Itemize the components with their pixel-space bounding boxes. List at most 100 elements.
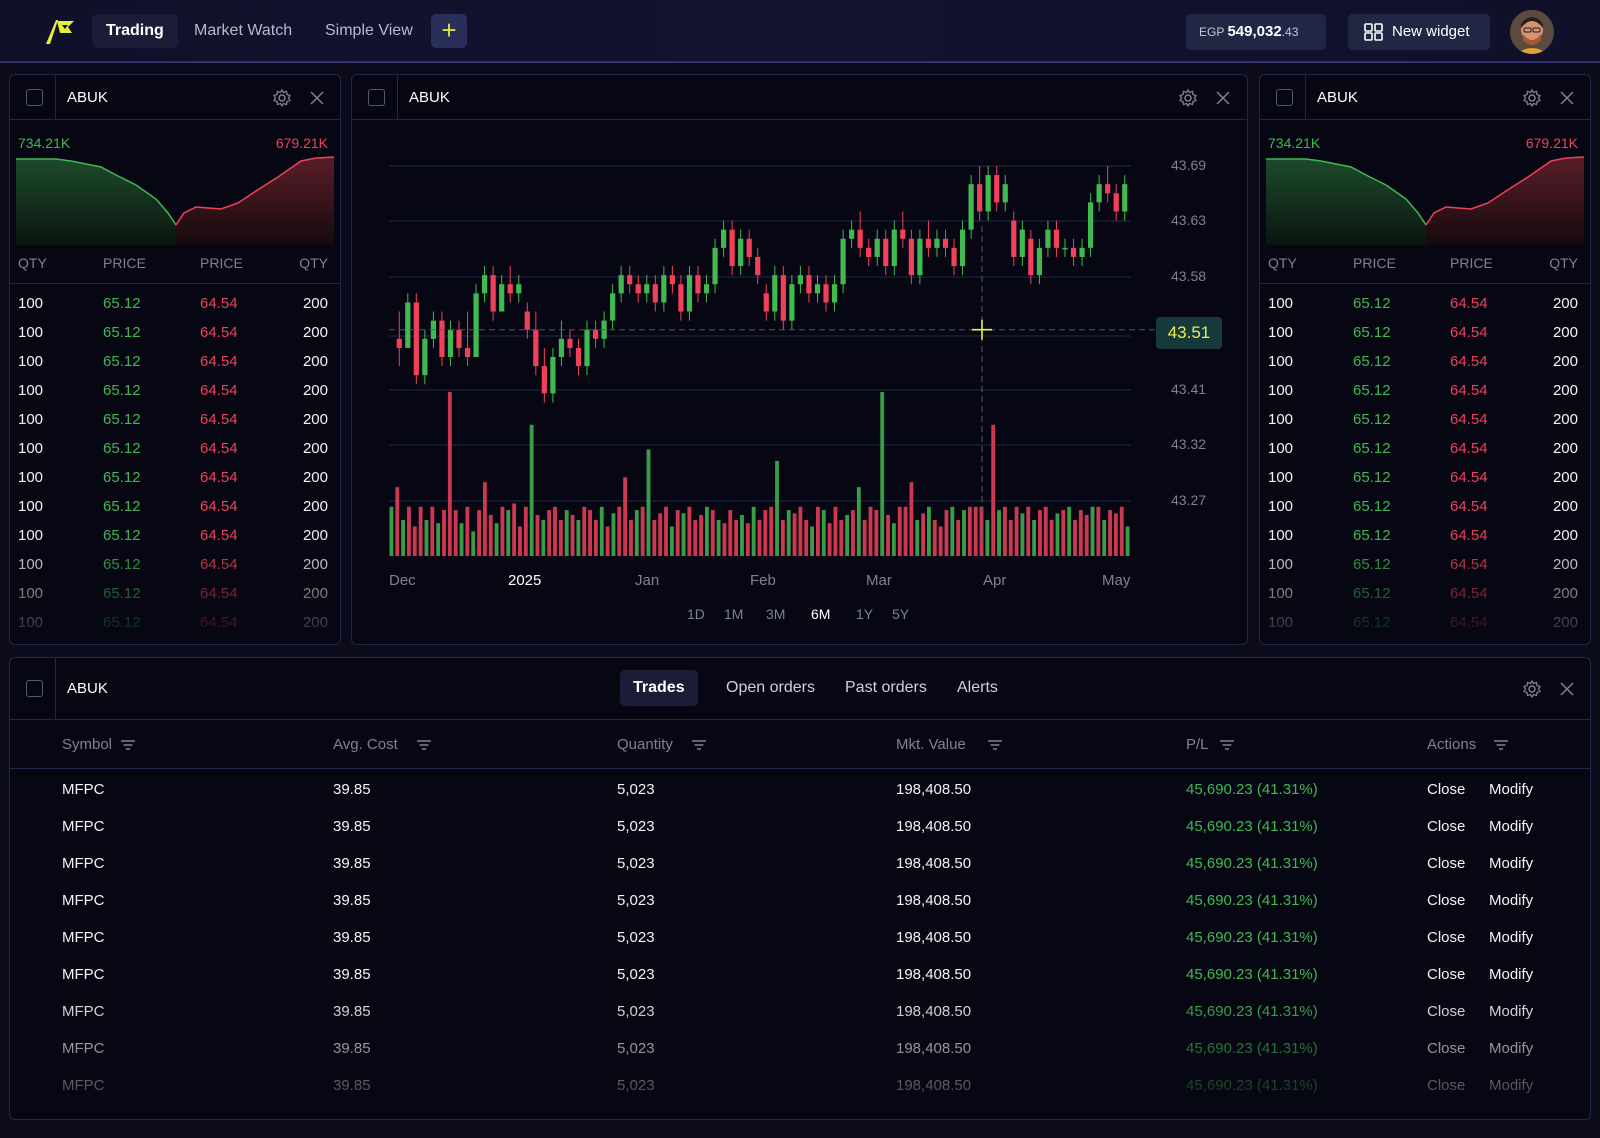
candle[interactable] — [686, 266, 693, 321]
candle[interactable] — [413, 293, 419, 385]
candle[interactable] — [575, 338, 582, 376]
new-widget-button[interactable]: New widget — [1348, 14, 1490, 50]
panel-checkbox[interactable] — [26, 680, 43, 697]
candle[interactable] — [977, 166, 983, 221]
filter-icon[interactable] — [120, 739, 136, 751]
close-position-button[interactable]: Close — [1427, 929, 1466, 946]
candle[interactable] — [524, 302, 530, 339]
candle[interactable] — [823, 275, 829, 312]
candle[interactable] — [644, 275, 650, 303]
candle[interactable] — [942, 229, 949, 257]
candle[interactable] — [610, 284, 616, 330]
candle[interactable] — [507, 266, 513, 303]
candle[interactable] — [405, 293, 411, 348]
close-position-button[interactable]: Close — [1427, 781, 1466, 798]
table-row[interactable]: MFPC 39.85 5,023 198,408.50 45,690.23 (41.31… — [10, 882, 1590, 919]
orderbook-row[interactable]: 100 65.12 64.54 200 — [1260, 498, 1590, 527]
filter-icon[interactable] — [691, 739, 707, 751]
candle[interactable] — [968, 175, 974, 239]
candle[interactable] — [925, 220, 932, 257]
candle[interactable] — [849, 220, 855, 248]
candle[interactable] — [994, 166, 1000, 212]
candle[interactable] — [866, 238, 872, 267]
candle[interactable] — [738, 229, 744, 276]
candle[interactable] — [831, 275, 838, 312]
candle[interactable] — [618, 266, 624, 303]
candle[interactable] — [959, 220, 966, 276]
tab-alerts[interactable]: Alerts — [957, 679, 998, 696]
candle[interactable] — [985, 166, 991, 221]
orderbook-row[interactable]: 100 65.12 64.54 200 — [10, 382, 340, 411]
candle[interactable] — [482, 266, 488, 303]
modify-position-button[interactable]: Modify — [1489, 1040, 1534, 1057]
candle[interactable] — [712, 238, 718, 294]
timeframe-5y[interactable]: 5Y — [892, 606, 910, 622]
tab-market-watch[interactable]: Market Watch — [194, 22, 293, 39]
filter-icon[interactable] — [1493, 739, 1509, 751]
candle[interactable] — [627, 266, 633, 294]
tab-trading[interactable]: Trading — [92, 14, 178, 48]
candle[interactable] — [592, 320, 599, 348]
tab-past-orders[interactable]: Past orders — [845, 679, 927, 696]
close-position-button[interactable]: Close — [1427, 1003, 1466, 1020]
orderbook-row[interactable]: 100 65.12 64.54 200 — [1260, 411, 1590, 440]
candle[interactable] — [473, 284, 479, 357]
orderbook-row[interactable]: 100 65.12 64.54 200 — [10, 440, 340, 469]
candle[interactable] — [874, 229, 880, 267]
orderbook-row[interactable]: 100 65.12 64.54 200 — [10, 411, 340, 440]
modify-position-button[interactable]: Modify — [1489, 1077, 1534, 1094]
panel-checkbox[interactable] — [1276, 89, 1293, 106]
column-header[interactable]: Actions — [1427, 736, 1509, 753]
candlestick-chart[interactable] — [352, 120, 1247, 560]
candle[interactable] — [917, 229, 923, 285]
logo-icon[interactable] — [42, 16, 76, 46]
candle[interactable] — [840, 229, 846, 294]
close-icon[interactable] — [309, 90, 325, 106]
orderbook-row[interactable]: 100 65.12 64.54 200 — [10, 498, 340, 527]
filter-icon[interactable] — [987, 739, 1003, 751]
candle[interactable] — [464, 311, 471, 367]
timeframe-3m[interactable]: 3M — [766, 606, 786, 622]
orderbook-row[interactable]: 100 65.12 64.54 200 — [1260, 353, 1590, 382]
timeframe-1d[interactable]: 1D — [687, 606, 705, 622]
candle[interactable] — [900, 211, 906, 248]
gear-icon[interactable] — [1178, 88, 1198, 108]
candle[interactable] — [1028, 229, 1034, 285]
orderbook-row[interactable]: 100 65.12 64.54 200 — [1260, 527, 1590, 556]
gear-icon[interactable] — [1522, 679, 1542, 699]
candle[interactable] — [883, 229, 889, 276]
candle[interactable] — [1019, 220, 1025, 267]
tab-open-orders[interactable]: Open orders — [726, 679, 815, 696]
close-icon[interactable] — [1215, 90, 1231, 106]
candle[interactable] — [1105, 166, 1111, 203]
candle[interactable] — [763, 284, 769, 321]
table-row[interactable]: MFPC 39.85 5,023 198,408.50 45,690.23 (41.31… — [10, 808, 1590, 845]
timeframe-6m[interactable]: 6M — [811, 606, 831, 622]
candle[interactable] — [396, 311, 402, 367]
candle[interactable] — [516, 275, 522, 303]
candle[interactable] — [806, 266, 812, 303]
candle[interactable] — [533, 311, 539, 376]
avatar[interactable] — [1510, 10, 1554, 54]
orderbook-row[interactable]: 100 65.12 64.54 200 — [10, 324, 340, 353]
table-row[interactable]: MFPC 39.85 5,023 198,408.50 45,690.23 (41.31… — [10, 993, 1590, 1030]
candle[interactable] — [703, 275, 710, 303]
column-header[interactable]: Avg. Cost — [333, 736, 431, 753]
candle[interactable] — [584, 320, 590, 376]
column-header[interactable]: P/L — [1186, 736, 1234, 753]
orderbook-row[interactable]: 100 65.12 64.54 200 — [10, 585, 340, 614]
orderbook-row[interactable]: 100 65.12 64.54 200 — [1260, 440, 1590, 469]
modify-position-button[interactable]: Modify — [1489, 966, 1534, 983]
close-position-button[interactable]: Close — [1427, 892, 1466, 909]
filter-icon[interactable] — [1219, 739, 1235, 751]
close-position-button[interactable]: Close — [1427, 818, 1466, 835]
gear-icon[interactable] — [1522, 88, 1542, 108]
filter-icon[interactable] — [416, 739, 432, 751]
orderbook-row[interactable]: 100 65.12 64.54 200 — [1260, 382, 1590, 411]
gear-icon[interactable] — [272, 88, 292, 108]
candle[interactable] — [814, 275, 821, 303]
orderbook-row[interactable]: 100 65.12 64.54 200 — [10, 295, 340, 324]
orderbook-row[interactable]: 100 65.12 64.54 200 — [10, 614, 340, 643]
candle[interactable] — [934, 229, 940, 257]
candle[interactable] — [797, 266, 804, 294]
